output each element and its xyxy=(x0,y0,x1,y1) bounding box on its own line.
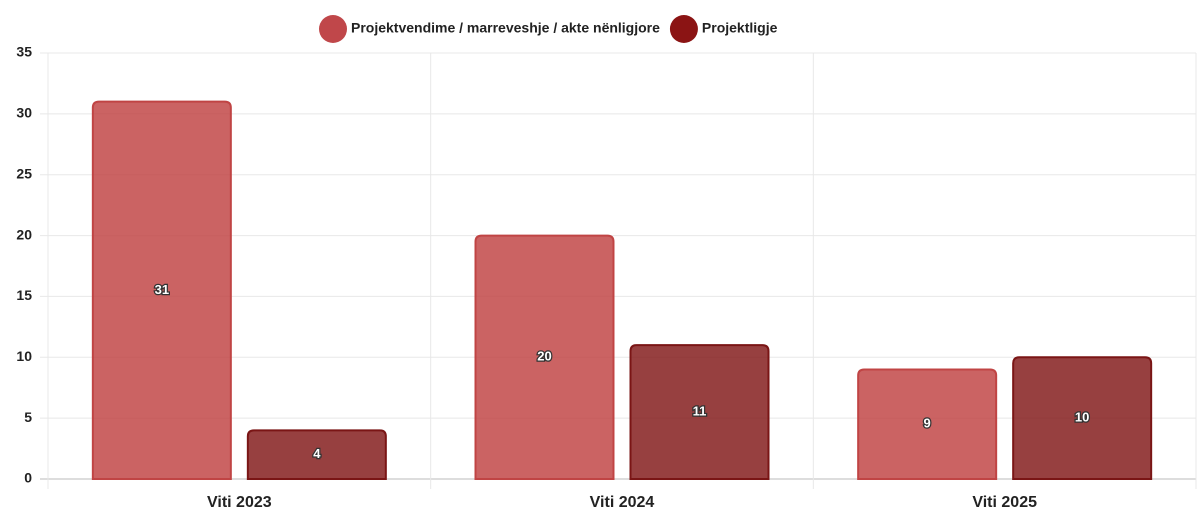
y-tick-label: 10 xyxy=(16,348,32,364)
x-tick-label: Viti 2023 xyxy=(207,494,272,511)
data-label: 31 xyxy=(155,282,169,297)
y-tick-label: 5 xyxy=(24,409,32,425)
x-tick-label: Viti 2024 xyxy=(590,494,655,511)
y-tick-label: 15 xyxy=(16,287,32,303)
bar xyxy=(629,344,770,480)
data-label: 10 xyxy=(1075,410,1089,425)
bar xyxy=(857,368,998,480)
bar xyxy=(1012,356,1153,480)
legend-label: Projektligje xyxy=(702,20,778,36)
data-label: 9 xyxy=(924,416,931,431)
data-label: 20 xyxy=(537,349,551,364)
y-tick-label: 35 xyxy=(16,44,32,60)
legend-marker xyxy=(319,15,347,43)
bar xyxy=(246,429,387,480)
x-tick-label: Viti 2025 xyxy=(972,494,1037,511)
data-label: 4 xyxy=(313,446,321,461)
y-tick-label: 0 xyxy=(24,470,32,486)
bar xyxy=(91,100,232,480)
data-label: 11 xyxy=(693,403,707,418)
y-tick-label: 25 xyxy=(16,165,32,181)
bar xyxy=(474,234,615,480)
y-tick-label: 30 xyxy=(16,105,32,121)
legend-label: Projektvendime / marreveshje / akte nënl… xyxy=(351,20,660,36)
legend-marker xyxy=(669,15,698,43)
y-tick-label: 20 xyxy=(16,226,32,242)
